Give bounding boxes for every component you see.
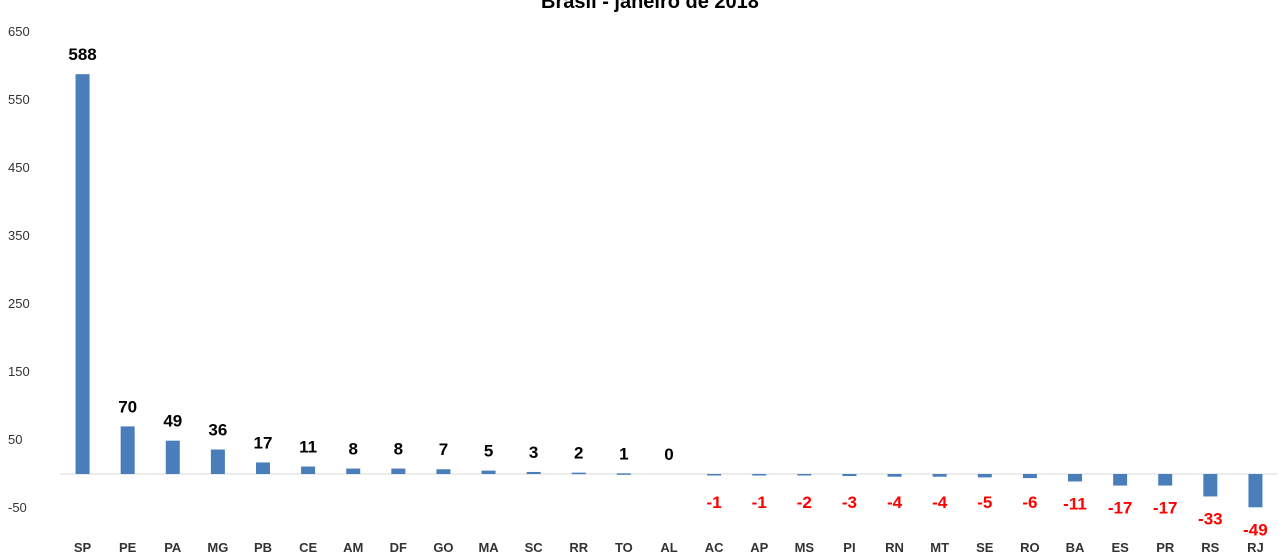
bar-ac: [707, 474, 722, 476]
data-label-pb: 17: [254, 433, 273, 452]
data-label-rs: -33: [1198, 509, 1223, 528]
x-tick-label: RS: [1201, 540, 1219, 555]
data-label-rr: 2: [574, 444, 583, 463]
bar-ro: [1022, 474, 1037, 479]
data-label-ba: -11: [1063, 494, 1087, 513]
x-tick-label: ES: [1111, 540, 1129, 555]
x-tick-label: PR: [1156, 540, 1175, 555]
y-tick-label: 50: [8, 432, 22, 447]
bar-pa: [165, 440, 180, 474]
x-tick-label: PI: [843, 540, 855, 555]
x-tick-label: RR: [569, 540, 588, 555]
bar-am: [346, 468, 361, 474]
bars: [75, 74, 1263, 508]
data-label-es: -17: [1108, 499, 1133, 518]
bar-pe: [120, 426, 135, 474]
x-axis: SP PE PA MG PB CE AM DF GO MA SC RR TO AL AC AP MS PI RN MT…: [74, 540, 1264, 555]
x-tick-label: RJ: [1247, 540, 1264, 555]
bar-rr: [571, 472, 586, 475]
y-tick-label: 350: [8, 228, 30, 243]
bar-go: [436, 469, 451, 474]
y-tick-label: -50: [8, 500, 27, 515]
bar-rs: [1203, 474, 1218, 497]
chart-title: Brasil - janeiro de 2018: [541, 0, 759, 13]
bar-to: [616, 473, 631, 475]
data-label-am: 8: [348, 440, 357, 459]
bar-ap: [752, 474, 767, 476]
data-label-pe: 70: [118, 397, 137, 416]
x-tick-label: PA: [164, 540, 182, 555]
x-tick-label: GO: [433, 540, 453, 555]
bar-pb: [256, 462, 270, 474]
x-tick-label: SC: [525, 540, 544, 555]
data-label-pr: -17: [1153, 499, 1178, 518]
data-label-pi: -3: [842, 493, 857, 512]
bar-ms: [797, 474, 812, 476]
data-label-se: -5: [977, 493, 992, 512]
bar-sc: [526, 471, 541, 474]
data-label-rj: -49: [1243, 520, 1268, 539]
x-tick-label: MT: [930, 540, 949, 555]
x-tick-label: SE: [976, 540, 994, 555]
data-label-ma: 5: [484, 442, 493, 461]
x-tick-label: TO: [615, 540, 633, 555]
bar-ba: [1068, 474, 1082, 482]
x-tick-label: AM: [343, 540, 363, 555]
data-label-sc: 3: [529, 443, 538, 462]
x-tick-label: RO: [1020, 540, 1040, 555]
data-label-sp: 588: [68, 45, 96, 64]
data-label-ap: -1: [752, 493, 767, 512]
data-label-mg: 36: [208, 421, 227, 440]
data-label-ms: -2: [797, 493, 812, 512]
x-tick-label: AC: [705, 540, 724, 555]
bar-mt: [932, 474, 947, 477]
data-label-ro: -6: [1022, 493, 1037, 512]
data-label-ac: -1: [707, 493, 722, 512]
bar-rj: [1248, 474, 1263, 508]
data-label-ce: 11: [299, 438, 317, 457]
bar-ce: [301, 466, 316, 474]
x-tick-label: MG: [207, 540, 228, 555]
bar-pi: [842, 474, 857, 477]
data-label-go: 7: [439, 440, 448, 459]
y-tick-label: 650: [8, 24, 30, 39]
data-label-mt: -4: [932, 493, 948, 512]
x-tick-label: SP: [74, 540, 92, 555]
data-label-al: 0: [664, 445, 673, 464]
bar-ma: [481, 470, 496, 474]
bar-df: [391, 468, 406, 474]
x-tick-label: BA: [1066, 540, 1085, 555]
x-tick-label: AP: [750, 540, 768, 555]
data-label-pa: 49: [163, 412, 182, 431]
y-tick-label: 550: [8, 92, 30, 107]
bar-mg: [210, 449, 225, 474]
x-tick-label: AL: [660, 540, 677, 555]
x-tick-label: DF: [390, 540, 407, 555]
bar-pr: [1158, 474, 1173, 486]
bar-rn: [887, 474, 902, 477]
y-tick-label: 250: [8, 296, 30, 311]
x-tick-label: PB: [254, 540, 272, 555]
bar-es: [1113, 474, 1128, 486]
y-tick-label: 150: [8, 364, 30, 379]
y-axis: 650 550 450 350 250 150 50 -50: [8, 24, 30, 515]
x-tick-label: RN: [885, 540, 904, 555]
data-label-rn: -4: [887, 493, 903, 512]
bar-sp: [75, 74, 90, 474]
x-tick-label: MA: [478, 540, 499, 555]
x-tick-label: CE: [299, 540, 317, 555]
x-tick-label: MS: [795, 540, 815, 555]
data-label-to: 1: [619, 444, 628, 463]
data-label-df: 8: [394, 440, 403, 459]
data-labels: 588 70 49 36 17 11 8 8 7 5 3 2 1 0 -1 -1 -2 -3 -4 -4 -5 -6 -11…: [68, 45, 1267, 539]
y-tick-label: 450: [8, 160, 30, 175]
bar-se: [977, 474, 992, 478]
x-tick-label: PE: [119, 540, 137, 555]
